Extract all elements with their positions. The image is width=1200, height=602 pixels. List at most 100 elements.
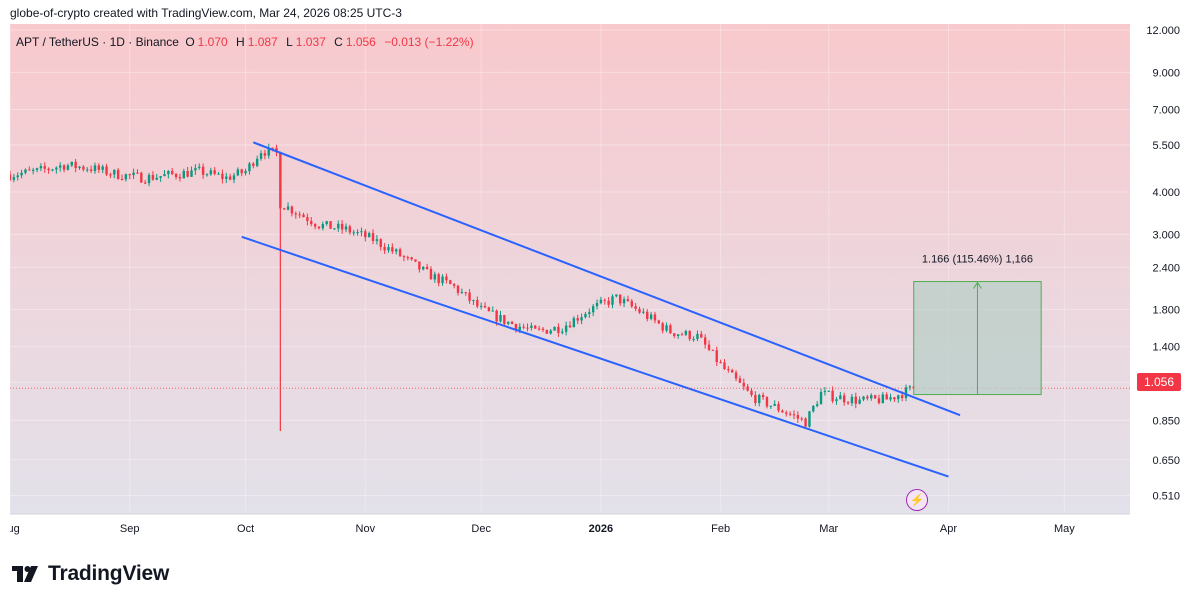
candle-body <box>151 174 155 180</box>
candle-body <box>74 161 77 169</box>
candle-body <box>781 410 784 413</box>
candle-body <box>240 169 243 174</box>
candle-body <box>437 274 440 284</box>
candle-body <box>908 386 912 388</box>
candle-body <box>379 239 382 248</box>
candle-body <box>105 166 108 175</box>
candle-body <box>673 333 676 336</box>
candle-body <box>31 169 35 171</box>
channel-upper-line <box>252 141 961 417</box>
y-tick-label: 12.000 <box>1146 25 1180 37</box>
candle-body <box>12 177 16 180</box>
candle-body <box>132 172 135 176</box>
tradingview-logo[interactable]: TradingView <box>12 562 169 586</box>
low-value: 1.037 <box>295 35 326 49</box>
candles <box>10 143 915 432</box>
high-label: H <box>236 35 245 49</box>
candle-body <box>136 172 139 174</box>
candle-body <box>476 300 479 307</box>
candle-body <box>101 166 104 170</box>
candle-body <box>719 362 722 364</box>
candle-body <box>445 276 448 281</box>
candle-body <box>290 206 294 214</box>
price-chart[interactable]: 1.166 (115.46%) 1,166 12.000 9.000 7.000 5.… <box>10 24 1190 542</box>
candle-body <box>464 292 467 294</box>
candle-body <box>271 147 274 149</box>
candle-body <box>217 173 220 175</box>
candle-body <box>669 325 672 334</box>
candle-body <box>51 169 54 171</box>
candle-body <box>418 261 421 270</box>
candle-body <box>333 228 336 230</box>
candle-body <box>460 292 464 294</box>
flash-button[interactable]: ⚡ <box>906 489 928 511</box>
candle-body <box>692 338 695 340</box>
candle-body <box>491 310 494 312</box>
candle-body <box>700 333 703 338</box>
tradingview-logo-icon <box>12 566 38 582</box>
y-tick-label: 0.850 <box>1152 415 1180 427</box>
candle-body <box>727 369 730 371</box>
symbol-label: APT / TetherUS · 1D · Binance <box>16 35 179 49</box>
candle-body <box>603 299 606 301</box>
candle-body <box>564 325 568 332</box>
candle-body <box>16 175 19 178</box>
x-tick-label: Aug <box>10 523 20 535</box>
candle-body <box>850 396 854 404</box>
candle-body <box>900 395 904 399</box>
candle-body <box>514 323 518 330</box>
y-tick-label: 4.000 <box>1152 187 1180 199</box>
candle-body <box>109 174 112 176</box>
candle-body <box>171 170 174 174</box>
x-tick-label: Nov <box>356 523 376 535</box>
candle-body <box>545 329 549 334</box>
y-tick-label: 0.650 <box>1152 455 1180 467</box>
x-tick-label: May <box>1054 523 1075 535</box>
candle-body <box>843 395 846 403</box>
candle-body <box>62 165 66 170</box>
candle-body <box>653 314 657 321</box>
candle-body <box>10 174 12 180</box>
candle-body <box>487 307 491 312</box>
candle-body <box>742 382 745 387</box>
candle-body <box>82 166 85 170</box>
candle-body <box>429 268 433 280</box>
candle-body <box>186 171 189 177</box>
candle-body <box>707 344 711 350</box>
candle-body <box>611 296 614 305</box>
x-tick-label: Mar <box>819 523 838 535</box>
candle-body <box>495 310 498 322</box>
candle-body <box>205 174 209 176</box>
candle-body <box>402 256 406 258</box>
candle-body <box>325 221 328 225</box>
candle-body <box>788 413 792 415</box>
candle-body <box>634 306 637 309</box>
candle-body <box>758 394 761 404</box>
candle-body <box>174 173 178 178</box>
time-axis: Aug Sep Oct Nov Dec 2026 Feb Mar Apr May <box>10 513 1130 535</box>
measure-tool: 1.166 (115.46%) 1,166 <box>913 254 1042 396</box>
candle-body <box>201 166 205 175</box>
candle-body <box>283 208 286 210</box>
candle-body <box>228 176 232 180</box>
candle-body <box>870 395 873 399</box>
candle-body <box>371 233 375 241</box>
candle-body <box>731 370 734 373</box>
candle-body <box>904 387 908 399</box>
candle-body <box>723 362 726 370</box>
candle-body <box>854 396 857 404</box>
candle-body <box>163 174 166 177</box>
candle-body <box>449 280 452 285</box>
chart-area[interactable]: 1.166 (115.46%) 1,166 12.000 9.000 7.000 5.… <box>10 24 1190 542</box>
candle-body <box>761 394 765 398</box>
candle-body <box>688 330 691 340</box>
x-tick-label: Oct <box>237 523 254 535</box>
candle-body <box>286 206 290 210</box>
candle-body <box>785 412 788 414</box>
candle-body <box>143 182 147 184</box>
candle-body <box>43 166 46 169</box>
candle-body <box>665 325 668 331</box>
candle-body <box>703 337 707 345</box>
candle-body <box>684 330 688 335</box>
candle-body <box>657 320 661 324</box>
